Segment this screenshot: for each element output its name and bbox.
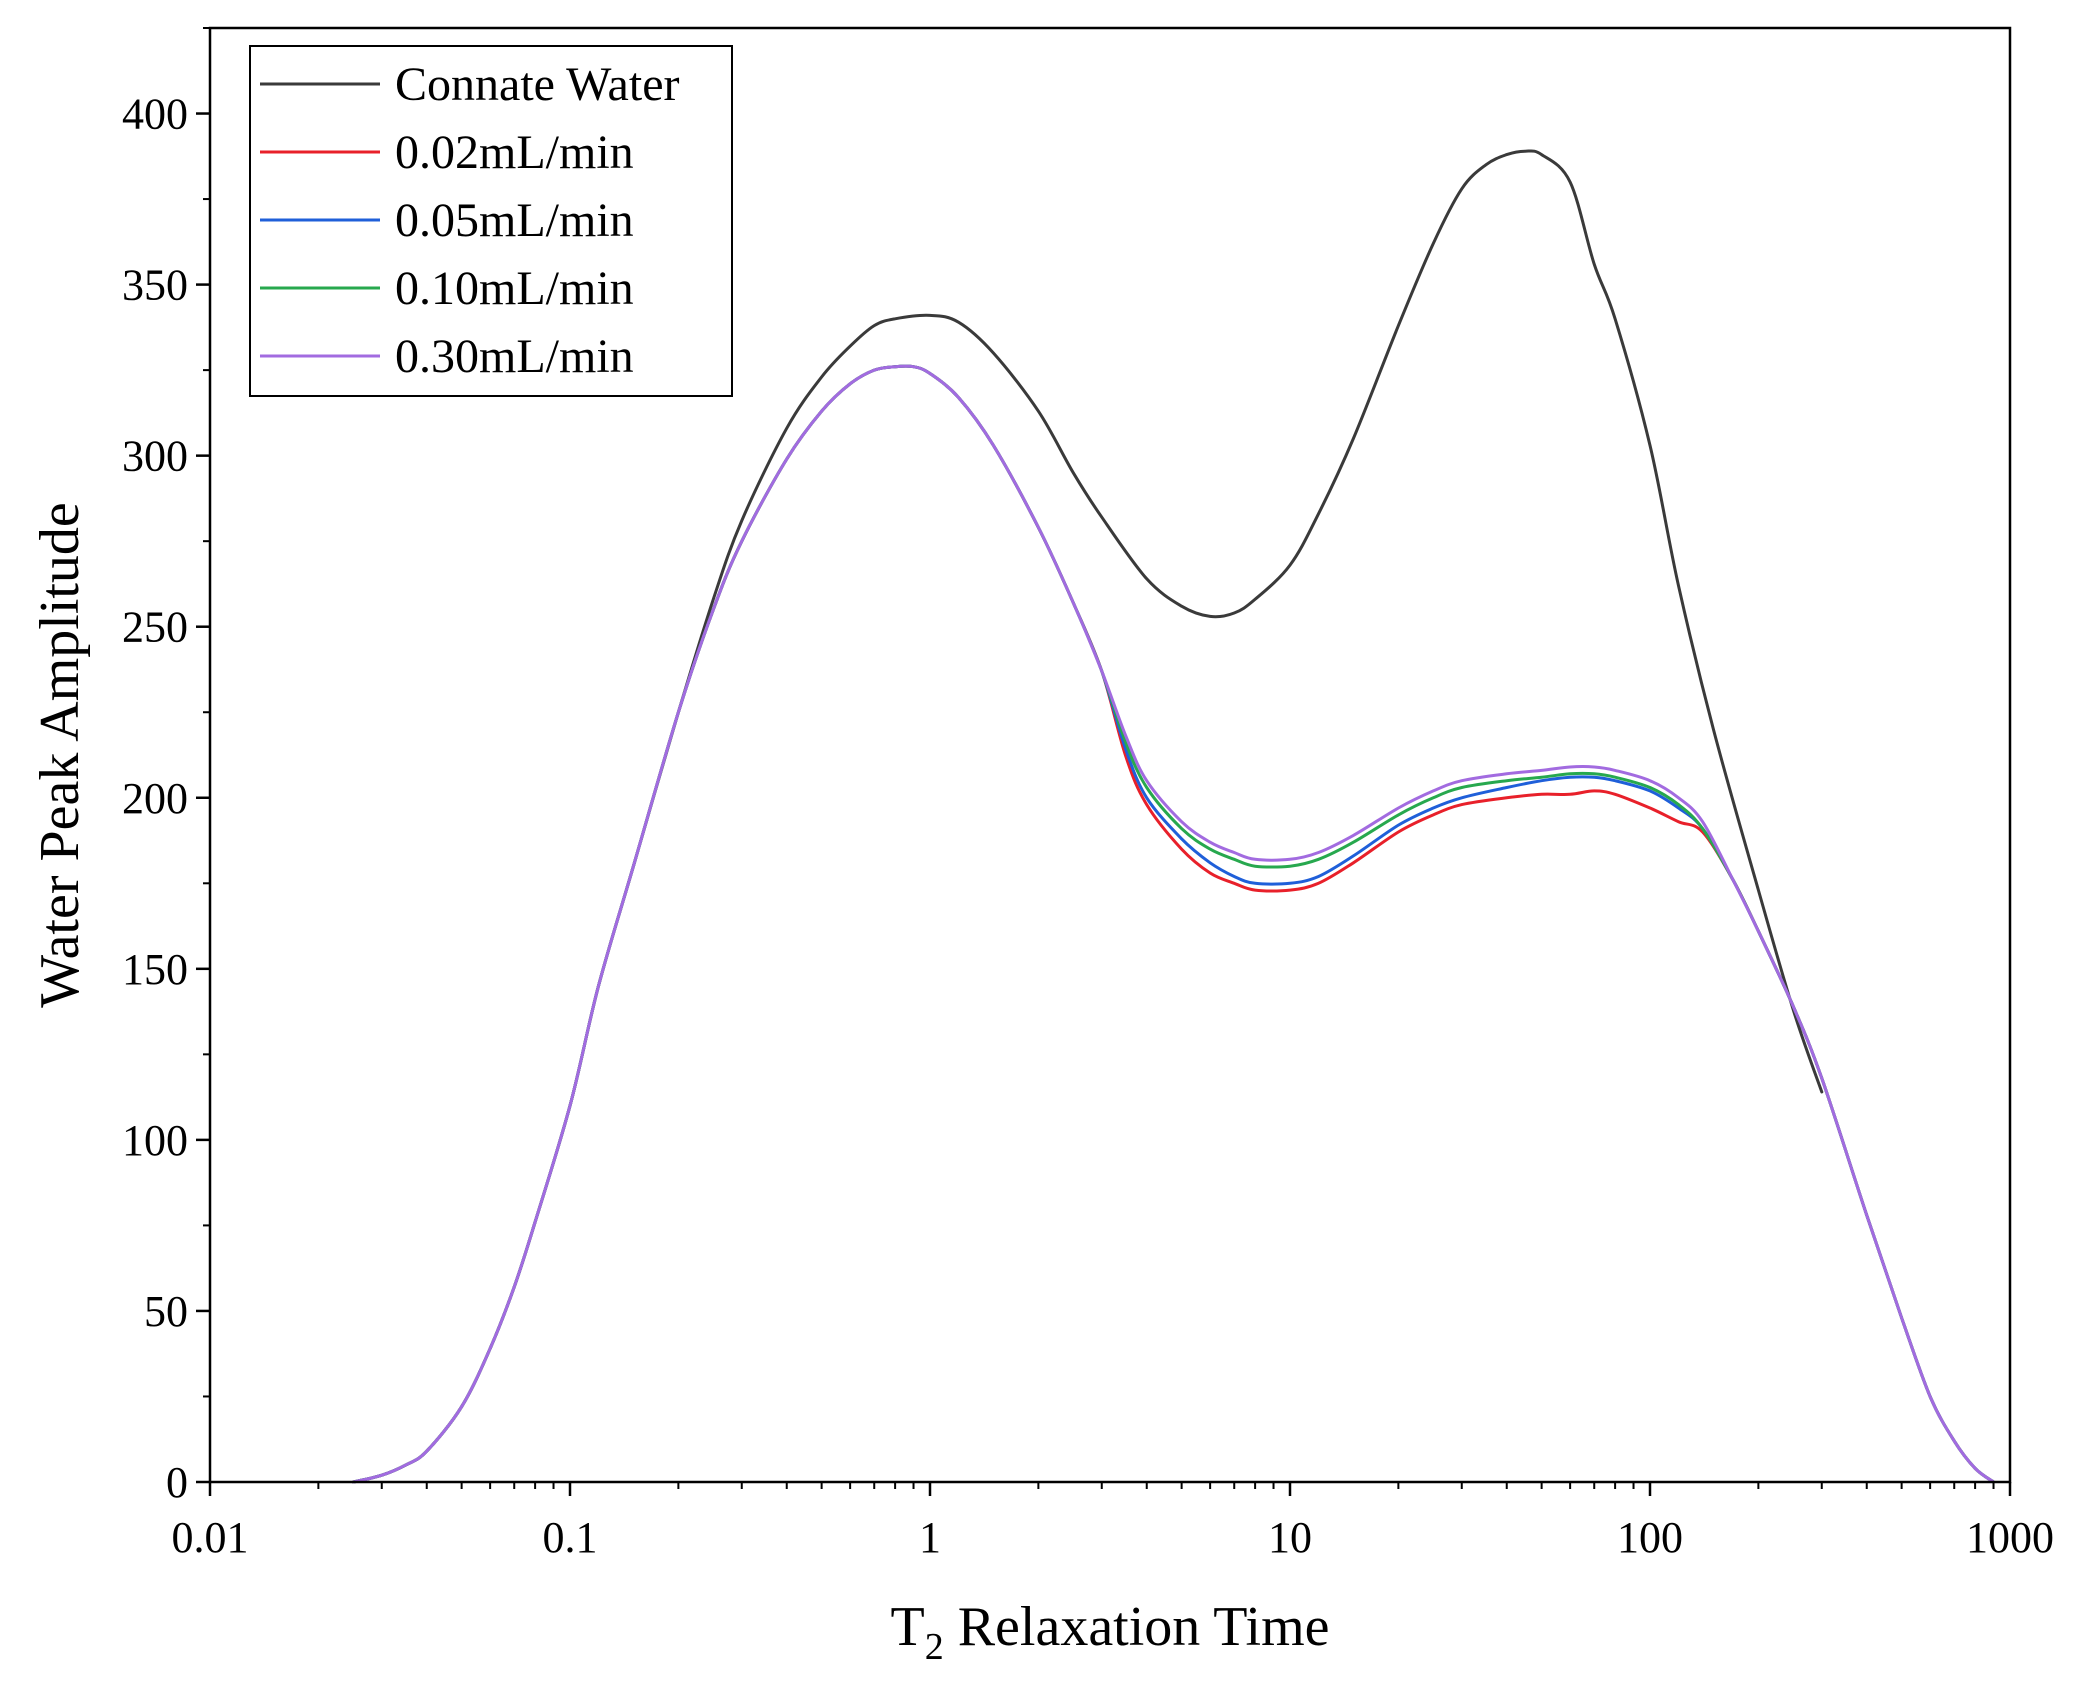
x-tick-label: 100 <box>1617 1513 1683 1562</box>
x-tick-label: 0.1 <box>543 1513 598 1562</box>
x-tick-label: 10 <box>1268 1513 1312 1562</box>
y-tick-label: 200 <box>122 774 188 823</box>
y-tick-label: 0 <box>166 1458 188 1507</box>
plot-frame <box>208 26 2012 1484</box>
x-tick-label: 1 <box>919 1513 941 1562</box>
legend-label: 0.05mL/min <box>395 194 634 247</box>
series-layer <box>351 149 1995 1484</box>
y-tick-label: 250 <box>122 603 188 652</box>
y-tick-label: 150 <box>122 945 188 994</box>
legend: Connate Water 0.02mL/min 0.05mL/min 0.10mL/… <box>249 45 733 397</box>
series-line-0-30ml-min <box>351 364 1995 1484</box>
legend-label: 0.30mL/min <box>395 330 634 383</box>
x-axis-ticks: 0.01 0.1 1 10 100 1000 <box>172 1482 2054 1562</box>
x-tick-label: 0.01 <box>172 1513 249 1562</box>
y-tick-label: 400 <box>122 90 188 139</box>
y-axis-title: Water Peak Amplitude <box>29 502 91 1008</box>
x-axis-title-subscript: 2 <box>925 1626 944 1668</box>
legend-label: 0.02mL/min <box>395 126 634 179</box>
y-tick-label: 100 <box>122 1116 188 1165</box>
x-axis-title-rest: Relaxation Time <box>944 1596 1330 1658</box>
legend-label: 0.10mL/min <box>395 262 634 315</box>
y-tick-label: 50 <box>144 1287 188 1336</box>
x-axis-title: T2 Relaxation Time <box>890 1596 1329 1668</box>
y-axis-ticks: 0 50 100 150 200 250 300 350 400 <box>122 27 210 1507</box>
y-tick-label: 300 <box>122 432 188 481</box>
legend-label: Connate Water <box>395 58 680 111</box>
x-axis-title-main: T <box>890 1596 924 1658</box>
x-tick-label: 1000 <box>1966 1513 2054 1562</box>
y-tick-label: 350 <box>122 261 188 310</box>
